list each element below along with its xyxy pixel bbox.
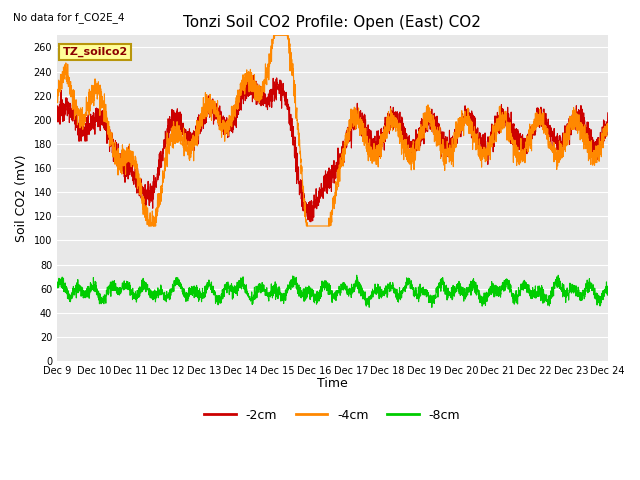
-2cm [604, 110, 612, 116]
-2cm [264, 91, 272, 97]
-4cm [534, 111, 542, 117]
-4cm [269, 33, 277, 38]
-2cm [243, 72, 251, 78]
-4cm [604, 121, 612, 127]
-8cm [428, 304, 436, 310]
X-axis label: Time: Time [317, 377, 348, 390]
-8cm [288, 277, 296, 283]
-8cm [53, 282, 61, 288]
Text: TZ_soilco2: TZ_soilco2 [63, 47, 128, 57]
Y-axis label: Soil CO2 (mV): Soil CO2 (mV) [15, 155, 28, 242]
-2cm [116, 165, 124, 171]
-8cm [148, 294, 156, 300]
-8cm [593, 291, 601, 297]
Line: -4cm: -4cm [57, 36, 608, 226]
-8cm [353, 272, 360, 278]
-8cm [264, 292, 272, 298]
-4cm [53, 92, 61, 98]
-8cm [604, 288, 612, 294]
-2cm [307, 219, 315, 225]
Line: -2cm: -2cm [57, 75, 608, 222]
Text: No data for f_CO2E_4: No data for f_CO2E_4 [13, 12, 124, 23]
-2cm [289, 133, 296, 139]
-2cm [148, 195, 156, 201]
-4cm [289, 64, 296, 70]
Line: -8cm: -8cm [57, 275, 608, 307]
Title: Tonzi Soil CO2 Profile: Open (East) CO2: Tonzi Soil CO2 Profile: Open (East) CO2 [184, 15, 481, 30]
-2cm [534, 123, 542, 129]
-2cm [53, 118, 61, 124]
-4cm [593, 144, 601, 150]
-2cm [593, 156, 601, 162]
-4cm [116, 163, 124, 168]
-8cm [116, 285, 124, 290]
Legend: -2cm, -4cm, -8cm: -2cm, -4cm, -8cm [200, 404, 465, 427]
-4cm [264, 68, 272, 74]
-4cm [145, 223, 152, 229]
-8cm [534, 284, 542, 290]
-4cm [149, 220, 157, 226]
